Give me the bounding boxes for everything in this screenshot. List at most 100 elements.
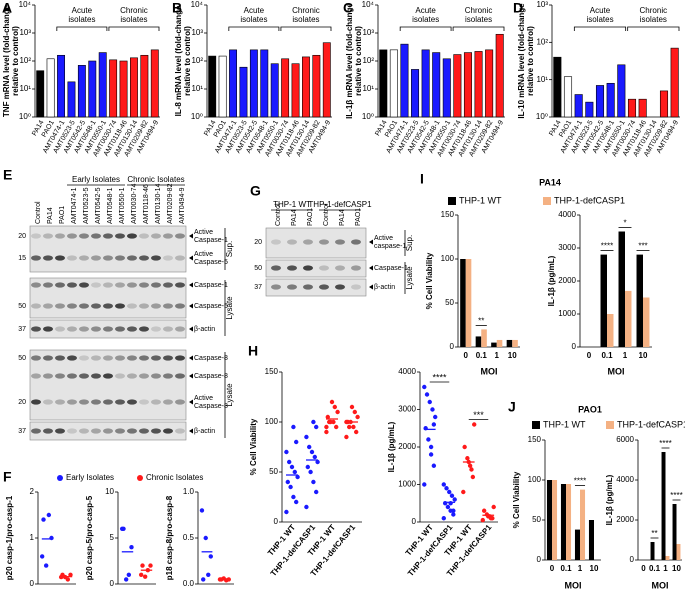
panel-letter: A	[2, 0, 12, 16]
y-tick-label: 0.5	[183, 533, 195, 542]
blot-band	[91, 326, 101, 332]
y-tick-label: 1000	[558, 309, 576, 318]
y-tick-label: 10⁴	[191, 0, 204, 9]
blot-band	[175, 233, 185, 239]
row-label: Active	[194, 251, 213, 258]
significance-label: ****	[601, 242, 613, 251]
group-label: isolates	[465, 15, 492, 24]
panel-letter: G	[250, 183, 261, 199]
bar	[491, 342, 497, 347]
blot-band	[151, 355, 161, 361]
legend-label: THP-1 WT	[459, 195, 502, 205]
y-tick-label: 0	[572, 342, 577, 351]
bar	[512, 339, 518, 347]
blot-band	[151, 282, 161, 288]
blot-band	[115, 233, 125, 239]
x-tick-label: 1	[663, 564, 668, 573]
y-tick-label: 100	[441, 254, 455, 263]
bar	[636, 254, 643, 347]
blot-band	[67, 428, 77, 434]
y-tick-label: 10¹	[536, 75, 548, 84]
x-tick-label: 10	[590, 564, 599, 573]
blot-band	[103, 355, 113, 361]
lane-label: AMT0474-1	[71, 187, 78, 224]
blot-band	[103, 399, 113, 405]
bar	[574, 529, 580, 560]
bar	[566, 484, 572, 560]
row-arrow	[189, 428, 193, 434]
blot-band	[163, 255, 173, 261]
blot-band	[319, 265, 329, 271]
lane-label: AMT0209-82	[167, 183, 174, 224]
data-point	[305, 464, 310, 470]
panel-letter: I	[420, 171, 424, 187]
bar	[661, 452, 666, 560]
section-label: Sup.	[225, 241, 234, 257]
y-tick-label: 2	[30, 487, 35, 496]
group-label: isolates	[640, 15, 667, 24]
y-tick-label: 10¹	[191, 84, 203, 93]
y-tick-label: 1	[30, 533, 35, 542]
blot-band	[115, 326, 125, 332]
data-point	[334, 424, 339, 430]
y-tick-label: 10	[105, 487, 114, 496]
y-axis-label: IL-1β mRNA level (fold-change	[345, 3, 354, 119]
mw-marker: 37	[254, 284, 262, 291]
blot-band	[287, 239, 297, 245]
group-label: isolates	[240, 15, 267, 24]
mw-marker: 20	[18, 233, 26, 240]
data-point	[329, 399, 335, 405]
blot-band	[151, 326, 161, 332]
lane-label: AMT0542-5	[95, 187, 102, 224]
data-point	[447, 489, 452, 495]
group-label: Acute	[590, 6, 611, 15]
y-tick-label: 10⁴	[362, 0, 375, 9]
bar	[553, 56, 562, 118]
blot-band	[91, 399, 101, 405]
blot-band	[127, 399, 137, 405]
lane-label: Control	[35, 201, 42, 224]
blot-band	[43, 282, 53, 288]
panel-letter: D	[513, 0, 523, 16]
group-label: Acute	[244, 6, 265, 15]
legend-marker	[543, 197, 551, 205]
blot-band	[127, 355, 137, 361]
data-point	[472, 422, 477, 427]
row-arrow	[189, 373, 193, 379]
y-tick-label: 4000	[558, 210, 576, 219]
blot-band	[163, 326, 173, 332]
lane-label: PAO1	[59, 206, 66, 224]
y-tick-label: 100	[528, 475, 542, 484]
blot-band	[163, 428, 173, 434]
data-point	[444, 486, 449, 491]
group-label: isolates	[292, 15, 319, 24]
blot-band	[163, 233, 173, 239]
row-arrow	[189, 399, 193, 405]
x-tick-label: 0.1	[476, 351, 488, 360]
panel-letter: F	[3, 469, 12, 485]
y-tick-label: 150	[441, 210, 455, 219]
group-bracket	[280, 26, 332, 31]
blot-band	[351, 284, 361, 290]
y-tick-label: 10⁰	[362, 112, 374, 121]
blot-band	[103, 373, 113, 379]
y-tick-label: 10²	[191, 56, 203, 65]
data-point	[311, 479, 316, 485]
bar	[643, 297, 650, 347]
blot-band	[67, 399, 77, 405]
blot-band	[319, 284, 329, 290]
group-label: isolates	[68, 15, 95, 24]
data-point	[292, 469, 297, 475]
blot-band	[335, 239, 345, 245]
blot-band	[43, 326, 53, 332]
blot-band	[163, 355, 173, 361]
blot-band	[67, 355, 77, 361]
data-point	[288, 484, 293, 490]
significance-label: ****	[670, 491, 682, 500]
y-tick-label: 0	[450, 342, 455, 351]
blot-band	[115, 399, 125, 405]
blot-band	[55, 255, 65, 261]
bar	[670, 47, 679, 118]
group-label: Chronic	[640, 6, 668, 15]
y-tick-label: 1000	[398, 480, 416, 489]
